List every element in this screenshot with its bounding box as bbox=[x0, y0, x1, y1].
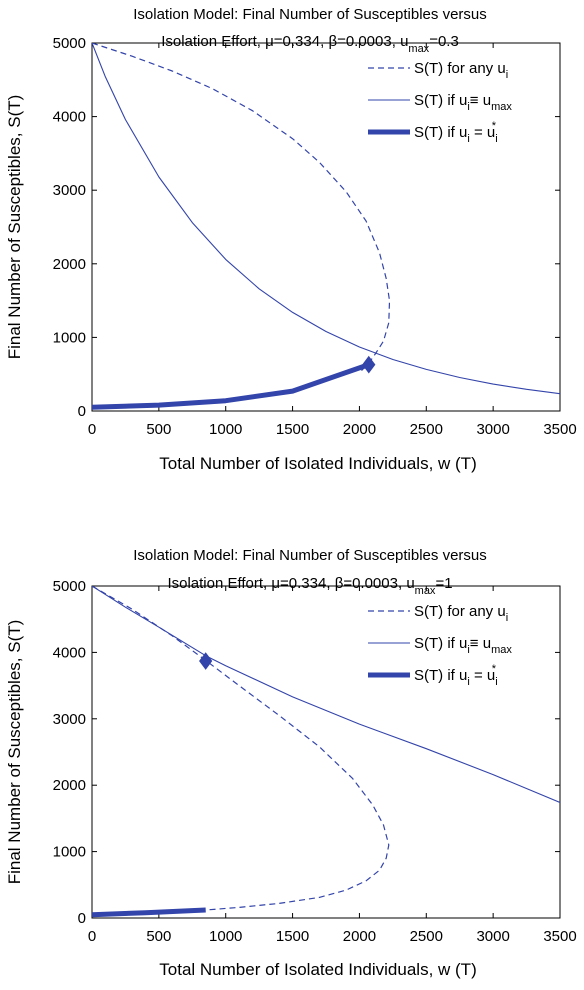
chart-title-line2: Isolation Effort, μ=0.334, β=0.0003, uma… bbox=[161, 33, 459, 55]
x-axis-label: Total Number of Isolated Individuals, w … bbox=[159, 960, 476, 979]
legend-label-thin: S(T) if ui≡ umax bbox=[414, 635, 512, 656]
y-tick-label: 1000 bbox=[53, 329, 86, 346]
y-tick-label: 5000 bbox=[53, 578, 86, 595]
legend-text: S(T) for any u bbox=[414, 603, 506, 620]
legend-label-thick: S(T) if ui = ui* bbox=[414, 663, 498, 688]
x-tick-label: 2000 bbox=[343, 421, 376, 438]
legend-text: S(T) for any u bbox=[414, 60, 506, 77]
x-tick-label: 2500 bbox=[410, 928, 443, 945]
title-prefix: Isolation Effort, bbox=[167, 575, 271, 592]
legend-text: S(T) if u bbox=[414, 92, 467, 109]
x-tick-label: 500 bbox=[146, 421, 171, 438]
legend-text-mid: ≡ u bbox=[470, 635, 491, 652]
y-tick-label: 2000 bbox=[53, 777, 86, 794]
title-mu: μ=0.334 bbox=[271, 575, 326, 592]
y-tick-label: 3000 bbox=[53, 182, 86, 199]
x-tick-label: 1000 bbox=[209, 421, 242, 438]
legend-text: S(T) if u bbox=[414, 124, 467, 141]
plot-frame bbox=[91, 585, 561, 919]
legend-sub: i bbox=[506, 612, 508, 624]
legend-text-mid: = u bbox=[470, 667, 495, 684]
x-tick-label: 1000 bbox=[209, 928, 242, 945]
optimal-point-marker bbox=[199, 652, 213, 670]
x-tick-label: 3500 bbox=[543, 928, 576, 945]
y-tick-label: 2000 bbox=[53, 256, 86, 273]
legend-sub: i bbox=[467, 676, 469, 688]
legend-sub2: i bbox=[495, 676, 497, 688]
legend-text-mid: = u bbox=[470, 124, 495, 141]
title-umax-val: =0.3 bbox=[429, 33, 459, 50]
y-axis-label: Final Number of Susceptibles, S(T) bbox=[5, 620, 24, 885]
series-line-thin bbox=[92, 586, 560, 804]
y-tick-label: 1000 bbox=[53, 844, 86, 861]
legend-sub: i bbox=[467, 133, 469, 145]
y-tick-label: 4000 bbox=[53, 109, 86, 126]
plot-frame bbox=[91, 42, 561, 412]
title-umax-val: =1 bbox=[435, 575, 452, 592]
title-beta: β=0.0003 bbox=[335, 575, 398, 592]
chart-title-line1: Isolation Model: Final Number of Suscept… bbox=[133, 547, 487, 564]
legend-label-dashed: S(T) for any ui bbox=[414, 603, 508, 624]
legend-sub2: i bbox=[495, 133, 497, 145]
title-prefix: Isolation Effort, bbox=[161, 33, 265, 50]
legend-text: S(T) if u bbox=[414, 667, 467, 684]
legend-sup: * bbox=[492, 120, 497, 132]
x-tick-label: 0 bbox=[88, 421, 96, 438]
x-tick-label: 2500 bbox=[410, 421, 443, 438]
legend-label-dashed: S(T) for any ui bbox=[414, 60, 508, 81]
legend-sub: i bbox=[506, 69, 508, 81]
optimal-point-marker bbox=[362, 355, 376, 374]
legend-sub: i bbox=[467, 101, 469, 113]
x-tick-label: 0 bbox=[88, 928, 96, 945]
title-beta: β=0.0003 bbox=[328, 33, 391, 50]
legend-sub2: max bbox=[491, 101, 512, 113]
legend-sup: * bbox=[492, 663, 497, 675]
title-umax-sub: max bbox=[408, 43, 429, 55]
y-tick-label: 5000 bbox=[53, 35, 86, 52]
title-mu: μ=0.334 bbox=[265, 33, 320, 50]
y-tick-label: 4000 bbox=[53, 644, 86, 661]
series-line-thick bbox=[92, 907, 206, 918]
series-line-dashed bbox=[92, 43, 391, 374]
legend-label-thick: S(T) if ui = ui* bbox=[414, 120, 498, 145]
y-tick-label: 3000 bbox=[53, 711, 86, 728]
x-tick-label: 3500 bbox=[543, 421, 576, 438]
x-tick-label: 3000 bbox=[476, 928, 509, 945]
legend-sub2: max bbox=[491, 644, 512, 656]
chart-title-line2: Isolation Effort, μ=0.334, β=0.0003, uma… bbox=[167, 575, 452, 597]
title-sep: , bbox=[320, 33, 328, 50]
legend-label-thin: S(T) if ui≡ umax bbox=[414, 92, 512, 113]
chart-title-line1: Isolation Model: Final Number of Suscept… bbox=[133, 6, 487, 23]
chart-panel-2: Isolation Model: Final Number of Suscept… bbox=[5, 547, 577, 979]
y-tick-label: 0 bbox=[78, 403, 86, 420]
title-umax-u: u bbox=[400, 33, 408, 50]
x-axis-label: Total Number of Isolated Individuals, w … bbox=[159, 454, 476, 473]
legend-sub: i bbox=[467, 644, 469, 656]
y-tick-label: 0 bbox=[78, 910, 86, 927]
legend-text-mid: ≡ u bbox=[470, 92, 491, 109]
title-umax-u: u bbox=[406, 575, 414, 592]
series-line-dashed bbox=[92, 586, 390, 911]
title-sep: , bbox=[398, 575, 406, 592]
plot-area bbox=[92, 43, 560, 410]
x-tick-label: 2000 bbox=[343, 928, 376, 945]
title-sep: , bbox=[392, 33, 400, 50]
series-line-thin bbox=[92, 43, 560, 395]
x-tick-label: 1500 bbox=[276, 928, 309, 945]
y-axis-label: Final Number of Susceptibles, S(T) bbox=[5, 95, 24, 360]
x-tick-label: 500 bbox=[146, 928, 171, 945]
title-umax-sub: max bbox=[415, 585, 436, 597]
chart-panel-1: Isolation Model: Final Number of Suscept… bbox=[5, 6, 577, 473]
x-tick-label: 1500 bbox=[276, 421, 309, 438]
plot-area bbox=[92, 586, 560, 918]
legend-text: S(T) if u bbox=[414, 635, 467, 652]
x-tick-label: 3000 bbox=[476, 421, 509, 438]
series-line-thick bbox=[92, 362, 370, 410]
title-sep: , bbox=[326, 575, 334, 592]
